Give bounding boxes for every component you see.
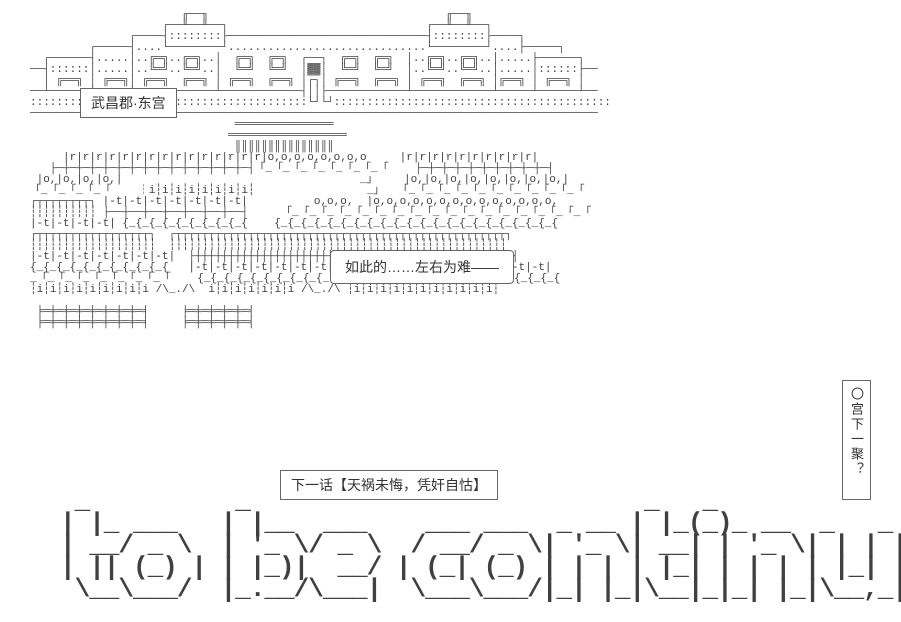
vertical-note-box: 〇宫下一聚？: [842, 380, 871, 500]
speech-text: 如此的……左右为难——: [345, 259, 499, 275]
location-label: 武昌郡·东宫: [80, 88, 177, 118]
location-text: 武昌郡·东宫: [91, 95, 166, 111]
vertical-note-text: 〇宫下一聚？: [849, 387, 864, 477]
speech-bubble: 如此的……左右为难——: [330, 250, 514, 284]
to-be-continued-ascii: _ _ _ _ _ | |_ ___ | |__ ___ ___ ___ _ _…: [60, 490, 901, 600]
